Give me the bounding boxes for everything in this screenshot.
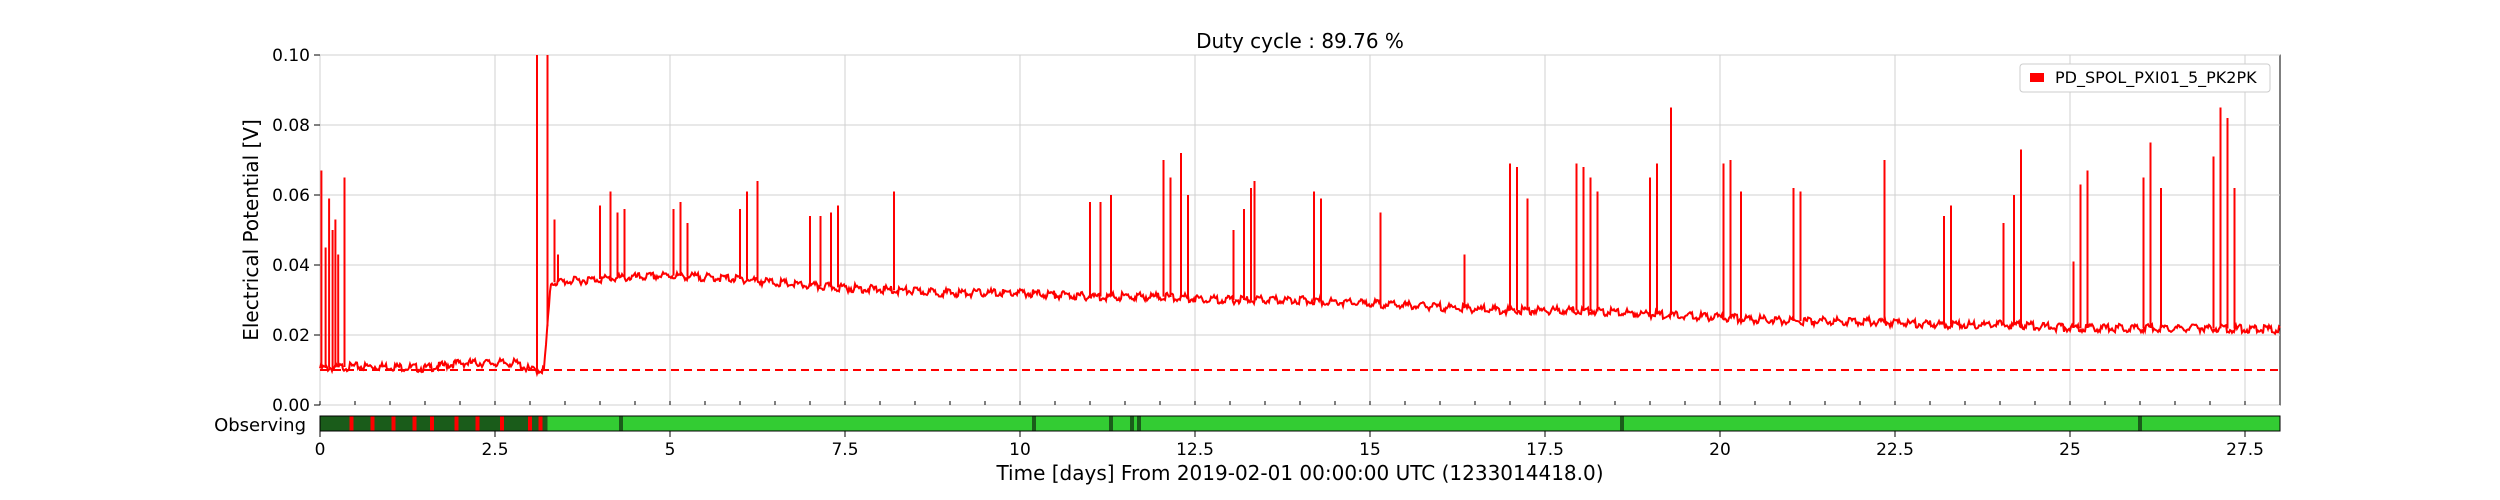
state-gap-mark: [370, 416, 375, 431]
state-gap-mark: [619, 416, 623, 431]
legend-swatch: [2030, 73, 2044, 82]
x-tick-label: 0: [315, 440, 326, 460]
state-gap-mark: [528, 416, 532, 431]
y-tick-label: 0.02: [272, 326, 310, 346]
y-axis-ticks: 0.00 0.02 0.04 0.06 0.08 0.10: [272, 46, 320, 416]
y-tick-label: 0.00: [272, 396, 310, 416]
y-tick-label: 0.04: [272, 256, 310, 276]
y-tick-label: 0.06: [272, 186, 310, 206]
state-gap-mark: [500, 416, 504, 431]
state-gap-mark: [412, 416, 417, 431]
x-tick-label: 12.5: [1176, 440, 1214, 460]
y-tick-label: 0.08: [272, 116, 310, 136]
series-layer: [319, 55, 2281, 378]
x-axis-label: Time [days] From 2019-02-01 00:00:00 UTC…: [995, 461, 1603, 485]
state-gap-mark: [2138, 416, 2142, 431]
state-gap-mark: [1032, 416, 1036, 431]
state-bar-segments: [320, 416, 2280, 431]
x-axis-ticks: 0 2.5 5 7.5 10 12.5 15 17.5 20 22.5 25 27.5: [315, 401, 2281, 460]
x-tick-label: 15: [1359, 440, 1381, 460]
x-tick-label: 22.5: [1876, 440, 1914, 460]
state-gap-mark: [430, 416, 434, 431]
x-tick-label: 17.5: [1526, 440, 1564, 460]
legend-box: [2019, 63, 2271, 93]
series-line: [319, 269, 2281, 378]
x-tick-label: 5: [665, 440, 676, 460]
x-tick-label: 25: [2059, 440, 2081, 460]
x-tick-label: 7.5: [831, 440, 858, 460]
legend: PD_SPOL_PXI01_5_PK2PK: [2019, 63, 2271, 93]
x-tick-label: 27.5: [2226, 440, 2264, 460]
chart-title: Duty cycle : 89.76 %: [1196, 29, 1404, 53]
state-gap-mark: [475, 416, 480, 431]
state-gap-mark: [454, 416, 459, 431]
legend-label: PD_SPOL_PXI01_5_PK2PK: [2055, 68, 2257, 88]
plot-frame: [319, 54, 2281, 406]
state-bar-label: Observing: [214, 415, 306, 436]
state-gap-mark: [1620, 416, 1624, 431]
state-gap-mark: [349, 416, 354, 431]
state-gap-mark: [1137, 416, 1141, 431]
x-tick-label: 2.5: [481, 440, 508, 460]
state-bar-frame: [319, 415, 2281, 432]
x-tick-label: 20: [1709, 440, 1731, 460]
state-gap-mark: [1130, 416, 1134, 431]
state-gap-mark: [1109, 416, 1113, 431]
observing-state-bar: Observing: [214, 415, 2281, 436]
y-tick-label: 0.10: [272, 46, 310, 66]
state-gap-mark: [538, 416, 543, 431]
y-axis-label: Electrical Potential [V]: [239, 119, 263, 341]
x-tick-label: 10: [1009, 440, 1031, 460]
state-segment: [547, 416, 2280, 431]
state-gap-mark: [391, 416, 396, 431]
plot-area: 0.00 0.02 0.04 0.06 0.08 0.10: [272, 46, 2281, 416]
